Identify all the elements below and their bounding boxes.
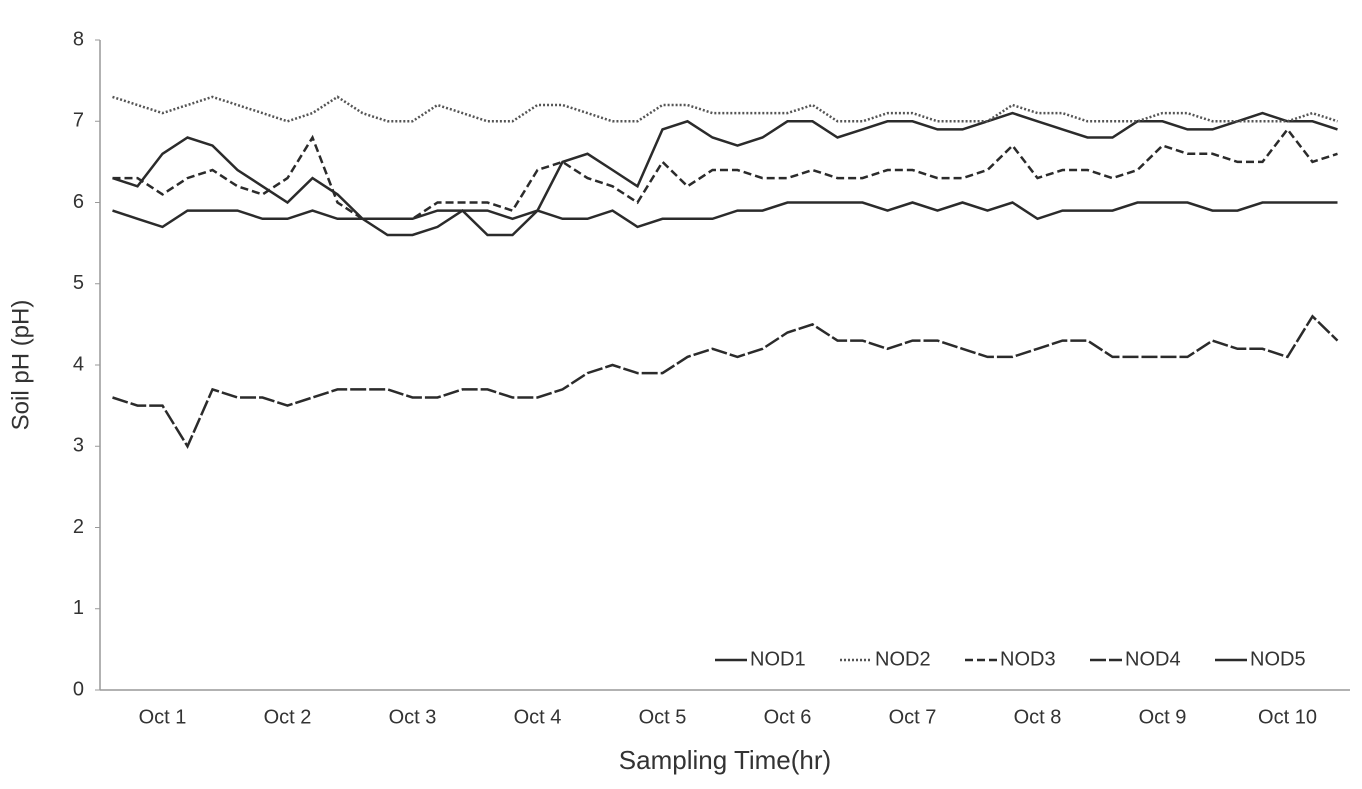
y-tick-label: 1 xyxy=(73,597,84,619)
x-tick-label: Oct 5 xyxy=(639,706,687,728)
legend-label: NOD1 xyxy=(750,648,806,670)
x-tick-label: Oct 4 xyxy=(514,706,562,728)
y-tick-label: 5 xyxy=(73,272,84,294)
x-tick-label: Oct 3 xyxy=(389,706,437,728)
x-tick-label: Oct 2 xyxy=(264,706,312,728)
x-tick-label: Oct 6 xyxy=(764,706,812,728)
y-tick-label: 4 xyxy=(73,353,84,375)
series-line xyxy=(112,201,1338,229)
y-tick-label: 7 xyxy=(73,110,84,132)
series-line xyxy=(112,95,1338,123)
y-tick-label: 8 xyxy=(73,28,84,50)
y-tick-label: 3 xyxy=(73,435,84,457)
x-tick-label: Oct 8 xyxy=(1014,706,1062,728)
x-tick-label: Oct 1 xyxy=(139,706,187,728)
legend-label: NOD4 xyxy=(1125,648,1181,670)
x-tick-label: Oct 7 xyxy=(889,706,937,728)
series-line xyxy=(112,127,1338,221)
x-tick-label: Oct 9 xyxy=(1139,706,1187,728)
y-tick-label: 0 xyxy=(73,678,84,700)
x-tick-label: Oct 10 xyxy=(1258,706,1317,728)
y-tick-label: 2 xyxy=(73,516,84,538)
series-line xyxy=(112,111,1338,237)
series-line xyxy=(112,314,1339,449)
y-tick-label: 6 xyxy=(73,191,84,213)
legend-label: NOD3 xyxy=(1000,648,1056,670)
x-axis-label: Sampling Time(hr) xyxy=(619,745,831,775)
y-axis-label: Soil pH (pH) xyxy=(7,300,34,431)
legend-label: NOD5 xyxy=(1250,648,1306,670)
legend-label: NOD2 xyxy=(875,648,931,670)
